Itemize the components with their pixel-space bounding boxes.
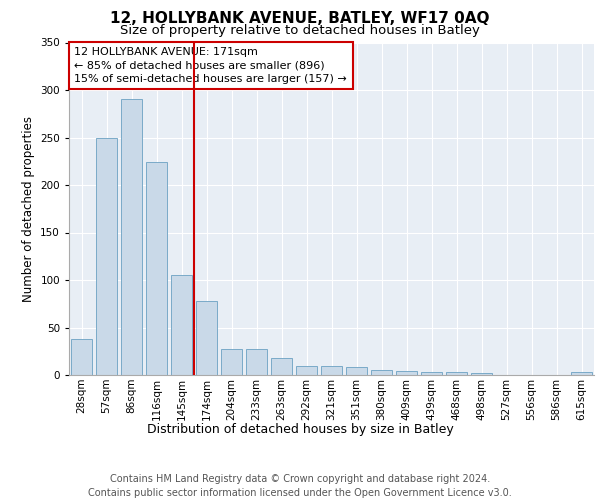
Bar <box>196 301 217 375</box>
Y-axis label: Number of detached properties: Number of detached properties <box>22 116 35 302</box>
Bar <box>121 98 142 375</box>
Text: Distribution of detached houses by size in Batley: Distribution of detached houses by size … <box>146 422 454 436</box>
Bar <box>71 339 92 375</box>
Text: 12 HOLLYBANK AVENUE: 171sqm
← 85% of detached houses are smaller (896)
15% of se: 12 HOLLYBANK AVENUE: 171sqm ← 85% of det… <box>74 48 347 84</box>
Bar <box>571 372 592 375</box>
Bar <box>221 350 242 375</box>
Bar <box>296 366 317 375</box>
Bar <box>146 162 167 375</box>
Bar <box>396 371 417 375</box>
Text: Size of property relative to detached houses in Batley: Size of property relative to detached ho… <box>120 24 480 37</box>
Bar <box>446 372 467 375</box>
Bar <box>371 370 392 375</box>
Bar <box>321 366 342 375</box>
Bar <box>471 373 492 375</box>
Bar <box>246 350 267 375</box>
Bar <box>346 368 367 375</box>
Text: 12, HOLLYBANK AVENUE, BATLEY, WF17 0AQ: 12, HOLLYBANK AVENUE, BATLEY, WF17 0AQ <box>110 11 490 26</box>
Bar <box>421 372 442 375</box>
Bar <box>171 275 192 375</box>
Text: Contains HM Land Registry data © Crown copyright and database right 2024.
Contai: Contains HM Land Registry data © Crown c… <box>88 474 512 498</box>
Bar <box>271 358 292 375</box>
Bar <box>96 138 117 375</box>
